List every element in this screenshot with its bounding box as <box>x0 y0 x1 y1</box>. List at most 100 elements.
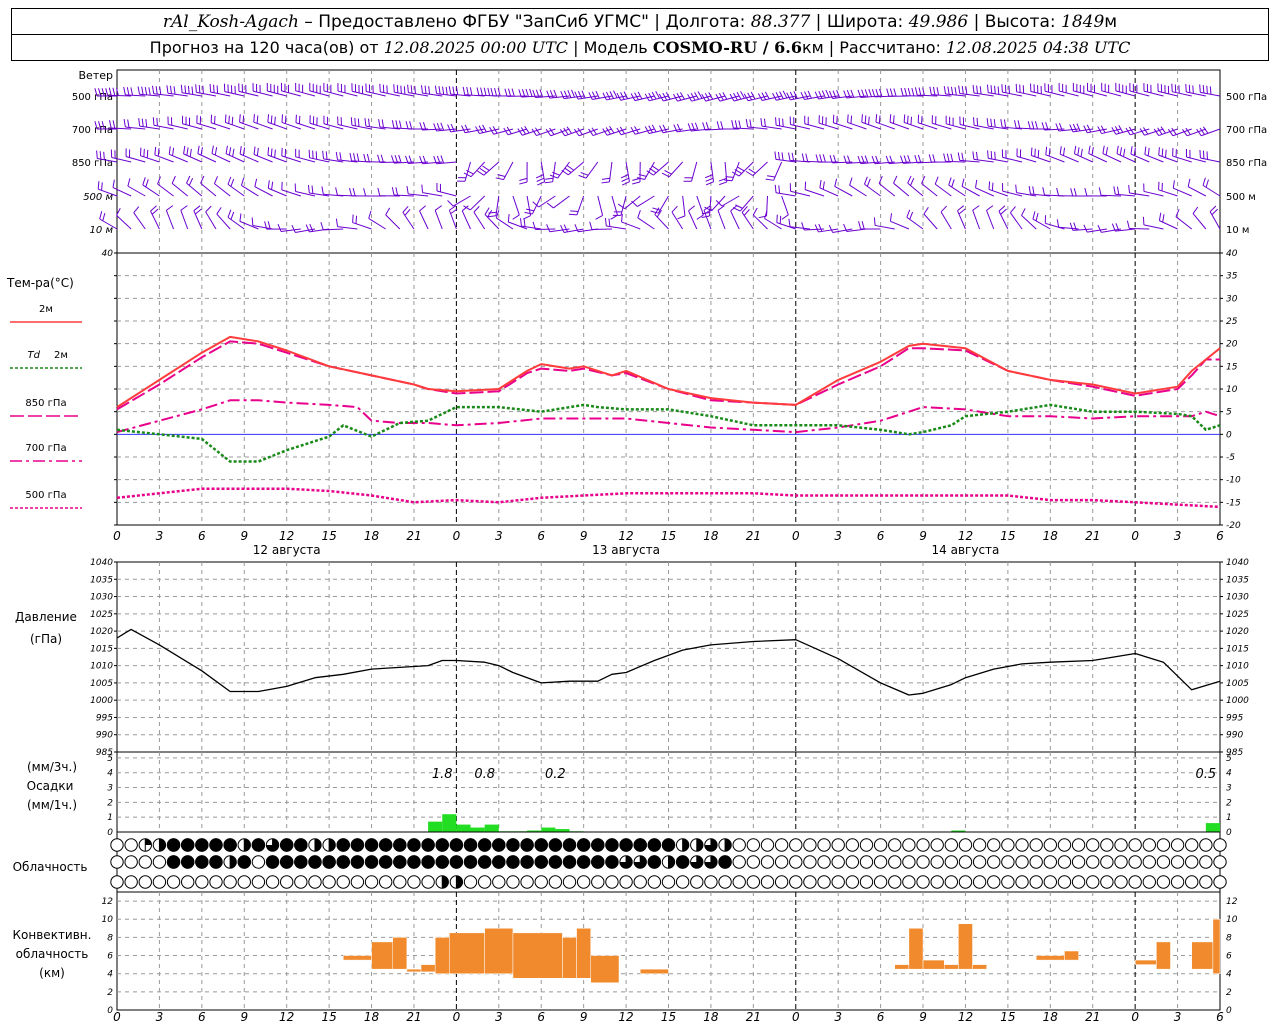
cloud-icon-outline <box>873 838 888 852</box>
wind-barb <box>871 155 895 165</box>
wind-barb-feather <box>781 152 784 161</box>
cloud-icon-outline <box>1185 855 1199 869</box>
cloud-icon-outline <box>803 855 817 869</box>
cloud-icon <box>322 855 336 869</box>
wind-barb <box>180 84 202 97</box>
cloud-icon <box>831 838 845 852</box>
wind-barb <box>1158 212 1178 230</box>
wind-barb-feather <box>577 127 583 135</box>
wind-barb <box>507 214 528 230</box>
wind-barb <box>929 86 952 97</box>
cloud-icon <box>364 838 379 852</box>
wind-barb-feather <box>1073 222 1077 231</box>
cloud-icon <box>393 838 407 852</box>
wind-barb-feather <box>1008 85 1010 94</box>
cloud-icon <box>548 875 563 889</box>
wind-barb-feather <box>1069 124 1074 133</box>
wind-barb <box>1111 125 1136 135</box>
wind-barb-feather <box>137 86 140 95</box>
precip-ytick-right: 1 <box>1226 813 1232 823</box>
wind-barb-shaft <box>323 228 344 231</box>
cloud-icon <box>902 855 916 869</box>
conv-ytick-right: 4 <box>1226 970 1232 980</box>
cloud-icon <box>463 855 478 869</box>
wind-barb-feather <box>687 93 693 102</box>
wind-barb <box>885 155 909 165</box>
wind-barb <box>1126 220 1150 230</box>
cloud-icon-fill <box>449 855 464 869</box>
conv-ytick-left: 0 <box>107 1006 113 1016</box>
wind-barb-feather <box>1041 122 1045 131</box>
cloud-icon <box>534 838 548 852</box>
wind-barb <box>112 179 132 197</box>
wind-barb-feather <box>407 84 409 93</box>
cloud-icon <box>520 838 534 852</box>
cloud-icon <box>492 875 506 889</box>
wind-barb-shaft <box>133 212 146 230</box>
wind-barb <box>1167 127 1192 137</box>
cloud-icon-outline <box>831 838 845 852</box>
cloud-icon-outline <box>1128 875 1142 889</box>
cloud-icon <box>647 855 662 869</box>
wind-barb-feather <box>526 208 535 212</box>
wind-barb-feather <box>408 155 413 164</box>
wind-barb-shaft <box>668 161 684 178</box>
wind-barb-shaft <box>1002 190 1023 197</box>
wind-barb-feather <box>102 212 106 221</box>
wind-barb-feather <box>145 119 148 128</box>
wind-barb-shaft <box>890 220 910 230</box>
wind-barb-feather <box>321 186 324 195</box>
cloud-icon <box>223 875 237 889</box>
cloud-icon-outline <box>1043 855 1058 869</box>
wind-barb-feather <box>782 118 784 127</box>
cloud-icon-outline <box>1015 838 1029 852</box>
wind-barb <box>829 90 853 100</box>
wind-barb <box>620 161 630 186</box>
wind-barb-shaft <box>781 195 789 215</box>
wind-barb-feather <box>819 179 822 189</box>
pressure-ytick-right: 985 <box>1226 748 1243 758</box>
cloud-icon <box>732 855 746 869</box>
wind-barb-feather <box>1185 127 1191 135</box>
wind-barb <box>171 175 189 197</box>
wind-barb-feather <box>116 87 119 96</box>
cloud-icon-fill <box>364 838 379 852</box>
wind-barb-feather <box>961 85 964 95</box>
wind-barb-feather <box>531 128 537 136</box>
wind-barb <box>402 206 415 230</box>
cloud-icon <box>944 875 959 889</box>
wind-barb-feather <box>433 156 437 164</box>
wind-barb-shaft <box>1173 187 1192 197</box>
wind-barb-feather <box>539 89 544 98</box>
wind-barb-feather <box>889 155 894 164</box>
wind-barb <box>419 155 443 165</box>
wind-barb <box>781 195 789 220</box>
wind-barb-feather <box>1097 126 1102 134</box>
cloud-icon-outline <box>237 875 251 889</box>
wind-barb-feather <box>525 88 529 97</box>
wind-barb-feather <box>747 92 753 101</box>
cloud-icon-outline <box>548 875 563 889</box>
wind-barb-shaft <box>1143 190 1164 197</box>
cloud-icon <box>902 875 916 889</box>
wind-barb <box>646 161 669 176</box>
cloud-icon <box>591 875 605 889</box>
cloud-icon-outline <box>902 838 916 852</box>
wind-barb-feather <box>914 87 918 96</box>
pressure-line <box>116 628 1221 696</box>
temp-hour-tick: 9 <box>240 529 248 543</box>
cloud-icon-outline <box>562 875 577 889</box>
wind-barb <box>560 224 584 233</box>
wind-barb-feather <box>354 117 356 126</box>
cloud-icon-outline <box>1057 855 1072 869</box>
cloud-icon-fill <box>159 838 166 852</box>
wind-barb <box>601 161 613 184</box>
wind-barb-feather <box>385 207 391 216</box>
cloud-icon-fill <box>633 838 647 852</box>
cloud-icon-outline <box>760 855 775 869</box>
conv-bar <box>1191 941 1214 970</box>
cloud-icon <box>562 875 577 889</box>
wind-barb <box>764 210 782 230</box>
wind-barb-shaft <box>1009 212 1023 230</box>
conv-hour-tick: 15 <box>1000 1010 1015 1024</box>
